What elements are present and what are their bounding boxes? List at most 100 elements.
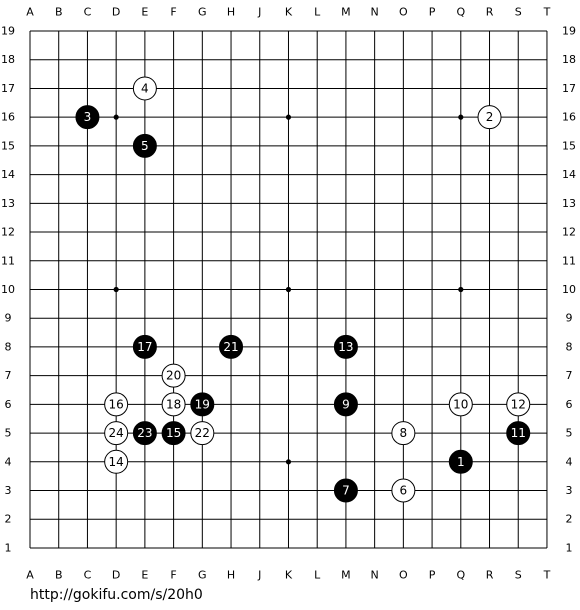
move-number: 16: [109, 397, 124, 411]
column-label: H: [227, 6, 235, 19]
row-label: 6: [5, 398, 12, 411]
row-label: 8: [5, 340, 12, 353]
row-label: 10: [562, 283, 576, 296]
move-number: 2: [486, 110, 494, 124]
column-label: F: [170, 6, 176, 19]
column-label: R: [486, 569, 494, 582]
column-label: Q: [456, 569, 465, 582]
column-label: Q: [456, 6, 465, 19]
column-label: A: [26, 6, 34, 19]
move-number: 20: [166, 369, 181, 383]
row-label: 15: [1, 139, 15, 152]
column-label: D: [112, 6, 120, 19]
stone: [391, 478, 416, 503]
row-label: 18: [562, 53, 576, 66]
star-point: [285, 459, 292, 465]
move-number: 6: [400, 484, 408, 498]
row-label: 7: [566, 369, 573, 382]
column-label: S: [515, 6, 522, 19]
column-label: G: [198, 6, 207, 19]
move-number: 11: [511, 426, 526, 440]
stone: [161, 363, 186, 388]
column-label: O: [399, 569, 408, 582]
stone: [104, 421, 129, 446]
row-label: 13: [562, 197, 576, 210]
column-label: R: [486, 6, 494, 19]
stone: [132, 133, 157, 158]
move-number: 22: [195, 426, 210, 440]
url: http://gokifu.com/s/20h0: [30, 587, 203, 603]
move-number: 21: [223, 340, 238, 354]
stone: [132, 334, 157, 359]
row-label: 19: [562, 25, 576, 38]
row-label: 16: [562, 111, 576, 124]
move-number: 4: [141, 81, 149, 95]
column-label: J: [257, 6, 261, 19]
column-label: F: [170, 569, 176, 582]
stone: [506, 392, 531, 417]
row-label: 11: [1, 254, 15, 267]
row-label: 12: [562, 226, 576, 239]
row-label: 2: [5, 513, 12, 526]
column-label: P: [429, 569, 436, 582]
star-point: [285, 114, 292, 120]
column-label: M: [341, 569, 351, 582]
move-number: 14: [109, 455, 124, 469]
row-label: 14: [1, 168, 15, 181]
move-number: 15: [166, 426, 181, 440]
star-point: [113, 114, 119, 120]
column-label: G: [198, 569, 207, 582]
row-label: 6: [566, 398, 573, 411]
column-label: T: [543, 569, 551, 582]
stone: [333, 334, 358, 359]
move-number: 3: [84, 110, 92, 124]
star-point: [285, 286, 292, 293]
move-number: 19: [195, 397, 210, 411]
row-label: 17: [562, 82, 576, 95]
column-label: C: [84, 6, 92, 19]
star-point: [113, 286, 119, 293]
stone: [448, 449, 473, 474]
column-label: T: [543, 6, 551, 19]
move-number: 24: [109, 426, 124, 440]
row-label: 3: [566, 484, 573, 497]
move-number: 23: [137, 426, 152, 440]
row-label: 18: [1, 53, 15, 66]
column-label: K: [285, 6, 293, 19]
column-label: N: [371, 6, 379, 19]
column-label: N: [371, 569, 379, 582]
move-number: 18: [166, 397, 181, 411]
column-label: C: [84, 569, 92, 582]
stone: [333, 392, 358, 417]
column-label: B: [55, 6, 63, 19]
column-label: B: [55, 569, 63, 582]
row-label: 3: [5, 484, 12, 497]
row-label: 11: [562, 254, 576, 267]
move-number: 12: [511, 397, 526, 411]
column-label: K: [285, 569, 293, 582]
stone: [161, 392, 186, 417]
stone: [132, 421, 157, 446]
row-label: 4: [5, 455, 12, 468]
move-number: 17: [137, 340, 152, 354]
stone: [333, 478, 358, 503]
stone: [448, 392, 473, 417]
row-label: 9: [5, 312, 12, 325]
stone: [190, 392, 215, 417]
row-label: 16: [1, 111, 15, 124]
row-label: 13: [1, 197, 15, 210]
row-label: 14: [562, 168, 576, 181]
row-label: 7: [5, 369, 12, 382]
stone: [104, 392, 129, 417]
stone: [391, 421, 416, 446]
column-label: O: [399, 6, 408, 19]
row-label: 1: [5, 541, 12, 554]
stone: [219, 334, 244, 359]
move-number: 5: [141, 139, 149, 153]
row-label: 17: [1, 82, 15, 95]
column-label: S: [515, 569, 522, 582]
star-point: [458, 114, 464, 120]
column-label: P: [429, 6, 436, 19]
